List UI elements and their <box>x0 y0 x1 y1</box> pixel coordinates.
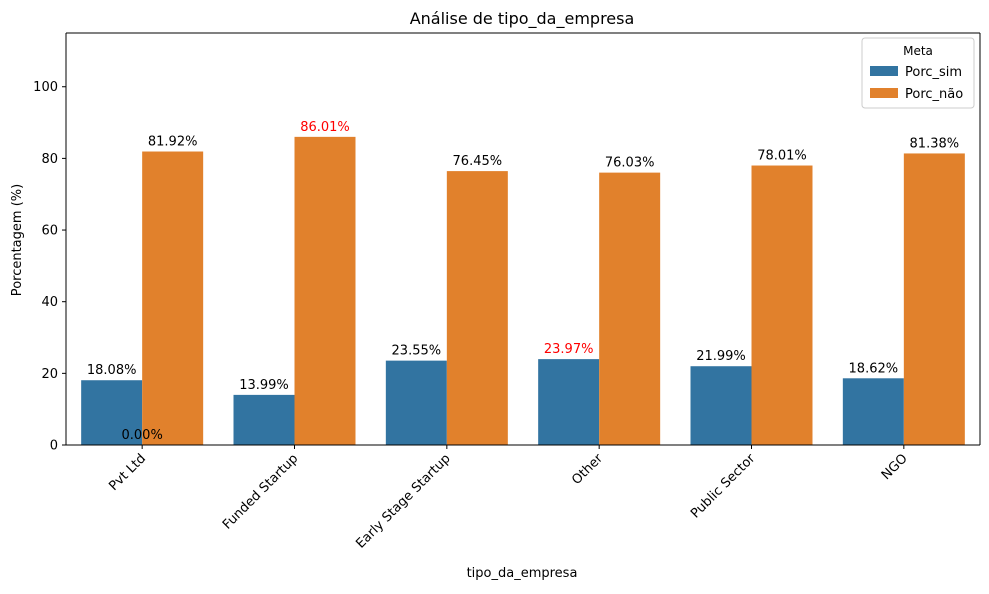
y-tick-label: 80 <box>41 152 58 167</box>
data-label-porc-sim: 23.55% <box>392 344 442 359</box>
x-axis-label: tipo_da_empresa <box>467 566 578 581</box>
y-tick-label: 60 <box>41 224 58 239</box>
y-tick-label: 100 <box>33 80 58 95</box>
data-label-porc-n-o: 76.45% <box>453 154 503 169</box>
data-label-zero: 0.00% <box>122 428 163 443</box>
y-axis-label: Porcentagem (%) <box>10 184 25 296</box>
data-label-porc-sim: 18.62% <box>849 361 899 376</box>
bar-porc-sim <box>690 366 752 445</box>
data-label-porc-n-o: 81.92% <box>148 135 198 150</box>
bar-porc-sim <box>81 380 143 445</box>
data-label-porc-sim: 23.97% <box>544 342 594 357</box>
bar-porc-sim <box>385 360 447 445</box>
data-label-porc-n-o: 78.01% <box>757 149 807 164</box>
bar-porc-sim <box>233 394 295 445</box>
legend-label-porc-nao: Porc_não <box>905 87 963 102</box>
data-label-porc-n-o: 86.01% <box>300 120 350 135</box>
bar-porc-n-o <box>294 136 356 445</box>
y-tick-label: 40 <box>41 295 58 310</box>
data-label-porc-sim: 21.99% <box>696 349 746 364</box>
bar-porc-sim <box>538 359 600 445</box>
data-label-porc-sim: 13.99% <box>239 378 289 393</box>
chart-title: Análise de tipo_da_empresa <box>410 9 635 29</box>
legend: Meta Porc_sim Porc_não <box>861 37 975 109</box>
legend-swatch-porc-nao <box>870 88 898 98</box>
data-label-porc-n-o: 81.38% <box>910 136 960 151</box>
bar-porc-n-o <box>446 171 508 445</box>
data-label-porc-n-o: 76.03% <box>605 156 655 171</box>
plot-area: 18.08% 13.99% 23.55% 23.97% 21.99% 18.62% 81.9… <box>33 32 981 552</box>
data-label-porc-sim: 18.08% <box>87 363 137 378</box>
y-tick-label: 0 <box>50 439 58 454</box>
bar-porc-n-o <box>142 151 204 445</box>
bar-porc-n-o <box>903 153 965 445</box>
bar-porc-n-o <box>751 165 813 445</box>
legend-swatch-porc-sim <box>870 66 898 76</box>
legend-label-porc-sim: Porc_sim <box>905 65 962 80</box>
bar-porc-n-o <box>599 172 661 445</box>
bar-porc-sim <box>842 378 904 445</box>
legend-title: Meta <box>903 44 933 58</box>
y-tick-label: 20 <box>41 367 58 382</box>
